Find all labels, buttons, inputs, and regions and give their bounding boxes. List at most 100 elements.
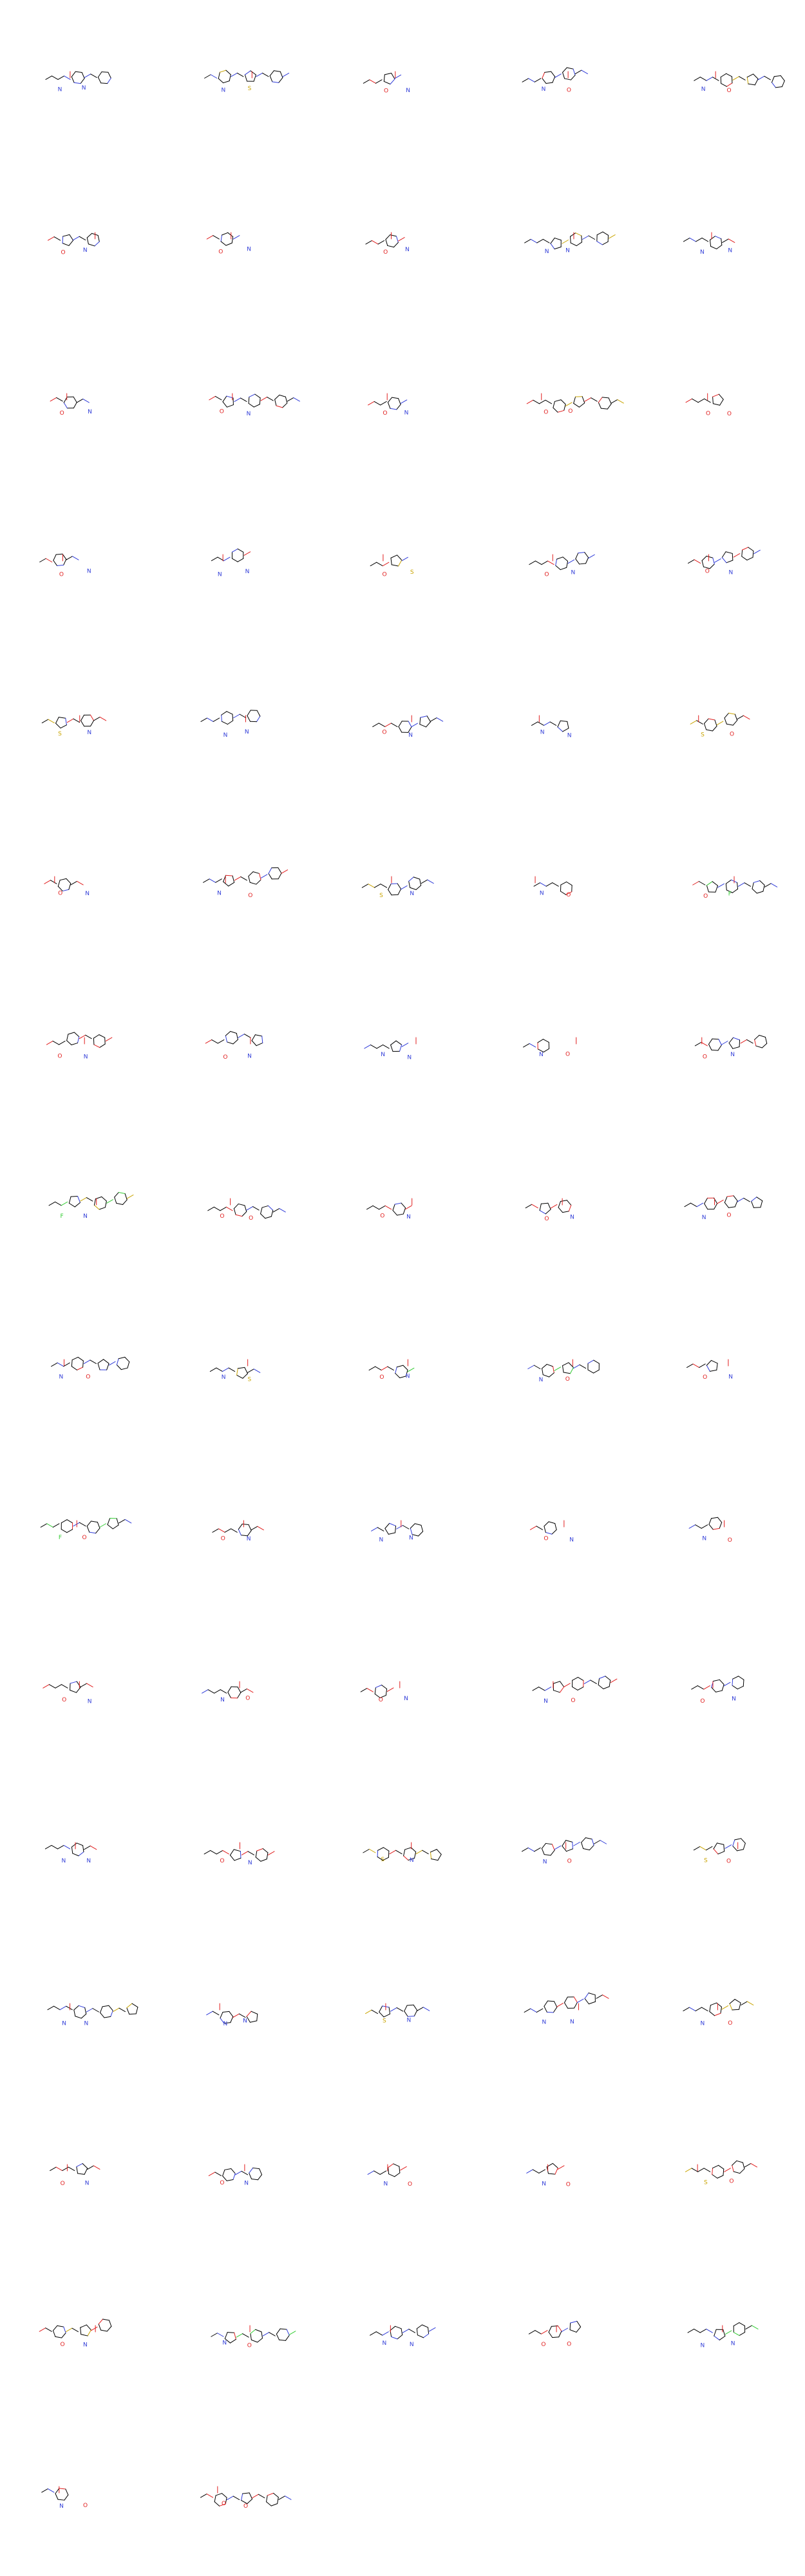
bond: [584, 1993, 589, 1999]
bond: [716, 2002, 722, 2007]
bond: [699, 1846, 706, 1851]
bond: [207, 1206, 214, 1211]
bond: [753, 549, 761, 554]
bond: [715, 1690, 723, 1692]
bond: [228, 882, 235, 887]
bond: [781, 80, 785, 88]
bond: [706, 881, 713, 886]
atom-label: O: [703, 893, 708, 900]
bond: [541, 1848, 545, 1855]
atom-label: N: [87, 730, 91, 736]
bond: [61, 2332, 66, 2338]
bond: [410, 1523, 415, 1529]
bond: [567, 721, 569, 729]
bond: [688, 1524, 696, 1529]
atom-label: F: [59, 1535, 62, 1541]
bond: [233, 1203, 239, 1209]
bond: [246, 1688, 254, 1693]
bond: [537, 1039, 544, 1043]
bond: [384, 1522, 390, 1529]
bond: [721, 551, 726, 558]
bond: [752, 888, 757, 894]
bond: [714, 2335, 720, 2341]
bond: [588, 554, 595, 559]
bond: [71, 1043, 79, 1046]
bond: [576, 2320, 582, 2327]
bond: [249, 2167, 254, 2174]
bond: [607, 403, 612, 410]
bond: [277, 2497, 279, 2505]
structure-drawing: NN: [531, 715, 571, 739]
bond: [51, 1844, 59, 1850]
atom-label: O: [384, 88, 388, 94]
bond: [268, 1851, 275, 1855]
bond: [120, 1367, 128, 1370]
bond: [732, 2164, 734, 2172]
bond: [530, 239, 538, 243]
bond: [732, 2009, 740, 2011]
bond: [545, 1532, 553, 1535]
bond: [116, 1518, 119, 1526]
atom-label: N: [58, 86, 62, 93]
bond: [591, 1839, 594, 1846]
bond: [593, 1840, 601, 1844]
bond: [688, 2007, 696, 2012]
atom-label: O: [220, 408, 224, 415]
bond: [746, 77, 749, 84]
bond: [203, 878, 210, 883]
bond: [244, 70, 251, 75]
bond: [431, 1858, 439, 1861]
bond: [249, 882, 257, 885]
bond: [554, 1523, 557, 1530]
bond: [374, 1693, 381, 1698]
bond: [249, 2020, 258, 2023]
bond: [100, 2329, 108, 2332]
atom-label: S: [248, 86, 252, 92]
bond: [704, 1203, 708, 1210]
bond: [368, 884, 375, 888]
bond: [226, 2179, 234, 2181]
bond: [225, 2497, 227, 2505]
bond: [79, 1034, 86, 1039]
bond: [232, 714, 234, 721]
bond: [712, 2174, 718, 2179]
bond: [691, 1685, 698, 1690]
bond: [260, 1859, 267, 1862]
bond: [564, 2002, 569, 2009]
atom-label: O: [566, 2182, 571, 2188]
bond: [746, 2001, 754, 2005]
bond: [116, 1364, 122, 1370]
atom-label: O: [243, 2503, 248, 2510]
bond: [724, 1196, 728, 1203]
bond: [724, 2330, 732, 2335]
atom-label: F: [61, 1213, 64, 1220]
bond: [719, 2335, 726, 2341]
bond: [73, 1032, 80, 1037]
bond: [376, 562, 383, 567]
bond: [732, 1046, 740, 1049]
atom-label: O: [61, 2342, 65, 2348]
bond: [217, 1039, 225, 1044]
bond: [523, 1043, 530, 1048]
bond: [577, 1687, 584, 1690]
bond: [714, 1203, 718, 1210]
bond: [562, 71, 565, 79]
bond: [224, 1528, 232, 1533]
bond: [369, 79, 376, 84]
bond: [222, 2493, 227, 2498]
bond: [388, 1532, 396, 1535]
bond: [598, 1678, 600, 1685]
bond: [587, 1369, 594, 1374]
bond: [126, 2003, 133, 2009]
bond: [414, 1852, 417, 1859]
bond: [709, 2011, 715, 2016]
